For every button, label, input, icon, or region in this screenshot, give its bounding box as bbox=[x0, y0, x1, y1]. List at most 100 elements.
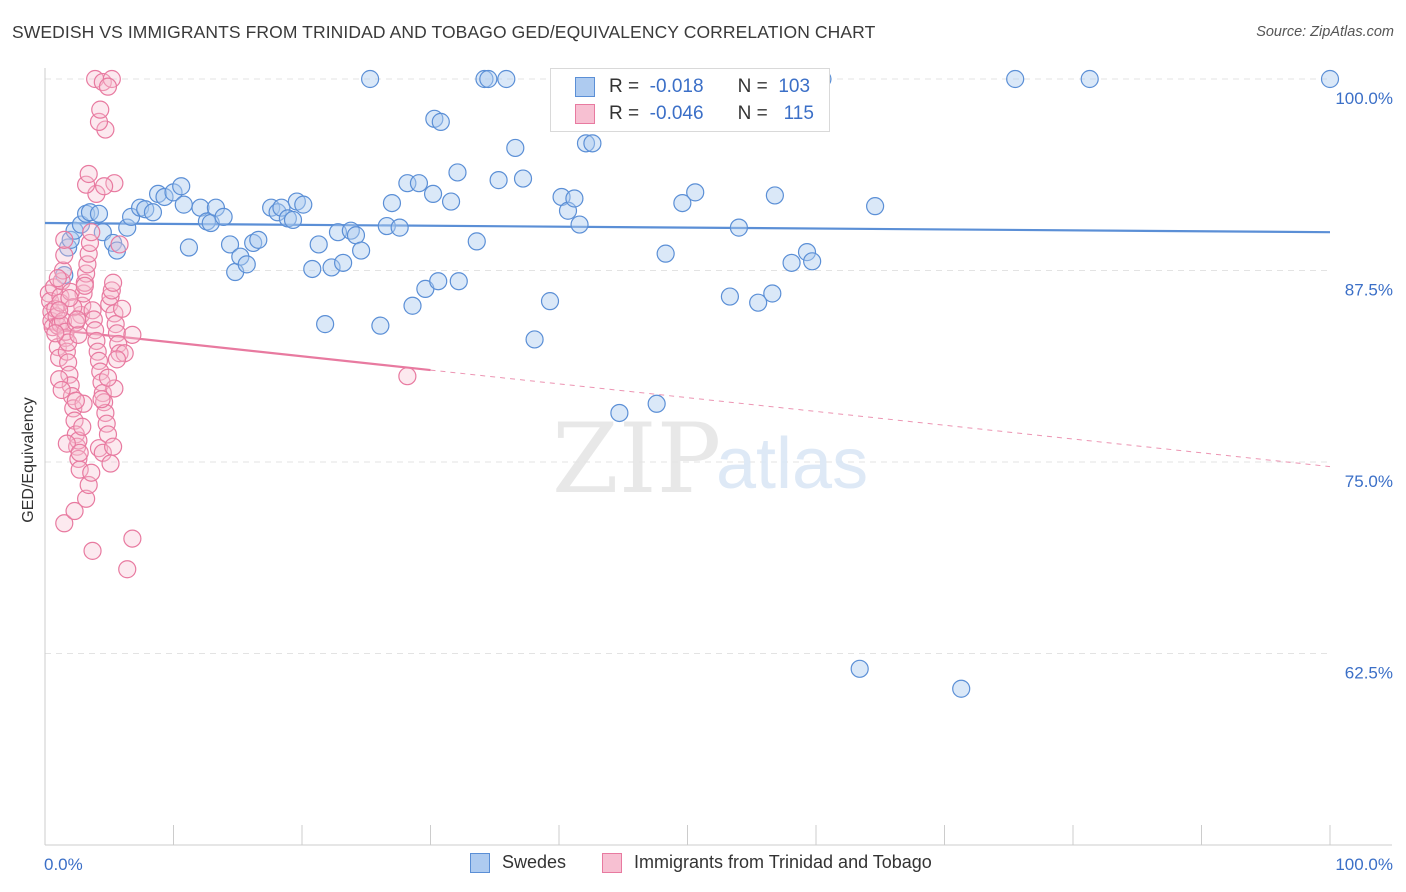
legend-swatch-trinidad bbox=[575, 104, 595, 124]
trinidad-trend-line-dashed bbox=[430, 369, 1331, 468]
trinidad-point bbox=[109, 334, 128, 354]
trinidad-point bbox=[50, 370, 69, 389]
trinidad-point bbox=[52, 380, 71, 400]
trinidad-point bbox=[104, 273, 123, 292]
trinidad-point bbox=[50, 301, 69, 320]
legend-r-value: -0.018 bbox=[649, 76, 704, 97]
y-tick-label: 75.0% bbox=[1345, 472, 1393, 491]
swedes-point bbox=[475, 69, 494, 89]
legend-swatch-swedes bbox=[575, 77, 595, 97]
axes bbox=[44, 68, 1392, 846]
trinidad-point bbox=[98, 77, 118, 96]
legend-n-value: 115 bbox=[783, 103, 814, 124]
swedes-point bbox=[403, 296, 422, 315]
swedes-point bbox=[206, 198, 226, 217]
swedes-point bbox=[249, 230, 268, 249]
swedes-point bbox=[763, 284, 782, 303]
swedes-point bbox=[118, 218, 137, 237]
swedes-point bbox=[431, 112, 450, 131]
trinidad-point bbox=[75, 276, 94, 295]
trinidad-point bbox=[101, 287, 120, 306]
trinidad-point bbox=[83, 541, 102, 560]
series-swatch-trinidad bbox=[602, 852, 622, 873]
y-tick-label: 100.0% bbox=[1335, 89, 1393, 108]
swedes-point bbox=[729, 218, 749, 237]
trinidad-point bbox=[83, 301, 102, 320]
trinidad-point bbox=[46, 324, 65, 343]
swedes-point bbox=[303, 259, 322, 279]
correlation-legend: R = -0.018 N = 103 R = -0.046 N = 115 bbox=[550, 68, 830, 132]
trinidad-point bbox=[110, 235, 129, 254]
swedes-point bbox=[294, 195, 313, 214]
trinidad-point bbox=[95, 177, 114, 196]
trinidad-point bbox=[59, 333, 78, 352]
trinidad-point bbox=[105, 174, 124, 193]
trinidad-point bbox=[73, 417, 92, 436]
swedes-point bbox=[686, 183, 705, 202]
swedes-point bbox=[720, 287, 740, 306]
swedes-point bbox=[506, 138, 525, 158]
x-tick-label: 100.0% bbox=[1335, 855, 1393, 874]
swedes-point bbox=[673, 193, 692, 213]
grid-lines bbox=[45, 78, 1330, 654]
trinidad-point bbox=[87, 184, 106, 203]
swedes-point bbox=[174, 195, 193, 214]
y-axis-label: GED/Equivalency bbox=[20, 397, 37, 522]
swedes-point bbox=[143, 203, 163, 222]
legend-n-label: N = bbox=[737, 76, 768, 97]
trinidad-point bbox=[79, 164, 98, 184]
swedes-point bbox=[1320, 69, 1340, 89]
swedes-point bbox=[765, 186, 784, 205]
trinidad-point bbox=[68, 310, 87, 329]
series-swatch-swedes bbox=[470, 852, 490, 873]
trinidad-point bbox=[82, 463, 101, 482]
swedes-point bbox=[570, 215, 589, 234]
swedes-point bbox=[61, 230, 80, 249]
swedes-point bbox=[610, 403, 629, 423]
x-tick-label: 0.0% bbox=[44, 855, 83, 874]
trinidad-point bbox=[77, 175, 96, 194]
trinidad-point bbox=[101, 454, 120, 473]
trinidad-point bbox=[118, 560, 137, 579]
swedes-point bbox=[952, 679, 971, 698]
swedes-point bbox=[390, 218, 409, 237]
trinidad-point bbox=[104, 437, 123, 456]
swedes-point bbox=[262, 198, 281, 217]
trinidad-point bbox=[57, 434, 76, 453]
swedes-point bbox=[237, 255, 256, 274]
swedes-point bbox=[467, 232, 486, 251]
swedes-point bbox=[576, 134, 596, 153]
legend-n-value: 103 bbox=[778, 76, 811, 97]
swedes-point bbox=[346, 226, 366, 245]
y-tick-label: 62.5% bbox=[1345, 664, 1393, 683]
tick-labels: 62.5% 75.0% 87.5% 100.0% 0.0% 100.0% bbox=[44, 89, 1393, 874]
series-legend: Swedes Immigrants from Trinidad and Toba… bbox=[0, 852, 1406, 876]
swedes-trend-line bbox=[44, 221, 1331, 234]
swedes-point bbox=[449, 272, 468, 291]
swedes-point bbox=[866, 197, 885, 216]
trinidad-point bbox=[398, 367, 417, 386]
swedes-point bbox=[155, 187, 174, 207]
swedes-point bbox=[361, 69, 380, 89]
series-label-swedes: Swedes bbox=[502, 852, 567, 872]
swedes-point bbox=[382, 193, 402, 213]
data-points bbox=[39, 69, 1340, 698]
series-label-trinidad: Immigrants from Trinidad and Tobago bbox=[634, 852, 932, 872]
trinidad-point bbox=[106, 315, 125, 334]
swedes-point bbox=[497, 69, 516, 89]
swedes-point bbox=[803, 252, 822, 271]
swedes-point bbox=[797, 243, 817, 262]
legend-n-label: N = bbox=[737, 103, 768, 124]
trinidad-point bbox=[55, 246, 74, 265]
trinidad-point bbox=[55, 230, 74, 249]
trinidad-point bbox=[66, 391, 85, 410]
swedes-point bbox=[309, 235, 328, 254]
swedes-point bbox=[80, 203, 100, 222]
swedes-point bbox=[371, 316, 390, 335]
swedes-point bbox=[322, 258, 341, 277]
trinidad-point bbox=[112, 299, 132, 318]
y-tick-label: 87.5% bbox=[1345, 281, 1393, 300]
swedes-point bbox=[656, 244, 675, 263]
swedes-point bbox=[647, 394, 666, 413]
